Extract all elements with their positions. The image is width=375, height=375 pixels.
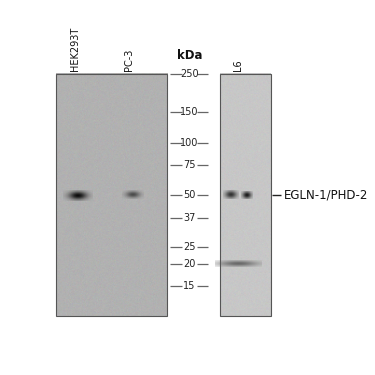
Text: 50: 50 (183, 190, 195, 200)
Text: kDa: kDa (177, 50, 202, 62)
Text: 25: 25 (183, 242, 195, 252)
Text: 150: 150 (180, 107, 198, 117)
Text: 100: 100 (180, 138, 198, 148)
Text: 75: 75 (183, 160, 195, 170)
Bar (220, 74, 271, 316)
Text: 20: 20 (183, 259, 195, 269)
Text: EGLN-1/PHD-2: EGLN-1/PHD-2 (284, 189, 368, 202)
Bar (56, 74, 168, 316)
Text: 15: 15 (183, 281, 195, 291)
Text: 250: 250 (180, 69, 199, 79)
Text: HEK293T: HEK293T (70, 27, 80, 71)
Text: 37: 37 (183, 213, 195, 223)
Text: PC-3: PC-3 (124, 49, 134, 71)
Text: L6: L6 (232, 59, 243, 71)
